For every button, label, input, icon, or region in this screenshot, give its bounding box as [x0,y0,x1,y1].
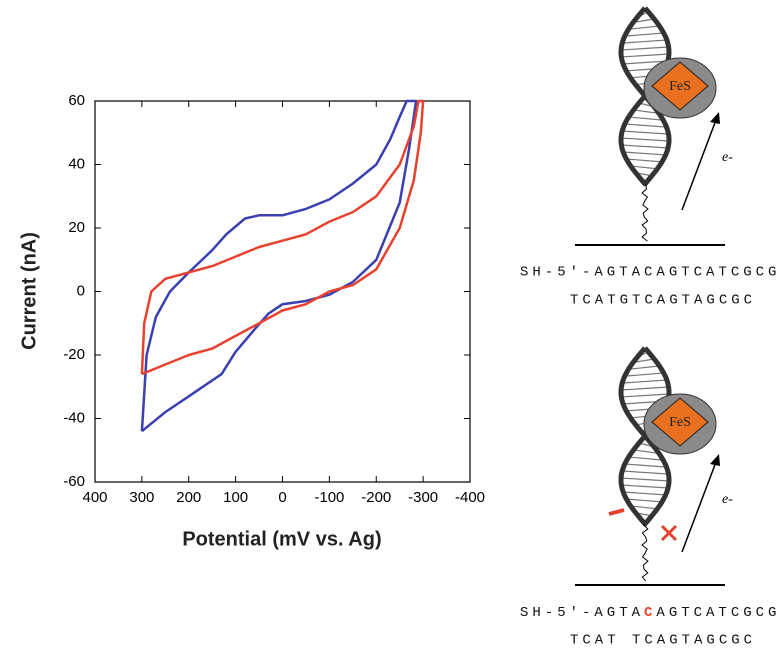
series-line [140,99,425,376]
x-tick-label: -100 [314,489,344,506]
arrow-head [710,454,720,466]
base-pair [626,158,664,163]
base-pair [621,386,669,391]
base-pair [621,46,669,51]
strand: SH-5′-AGTACAGTCATCGCG [520,265,780,281]
arrow [681,119,717,211]
base-pair [624,463,666,468]
x-tick-label: -200 [361,489,391,506]
base-pair [635,358,655,363]
y-tick-label: 60 [68,92,85,109]
mismatch-base: C [644,605,656,621]
base-pair [623,379,667,384]
base-pair [630,25,660,30]
x-tick-label: 100 [223,489,248,506]
complement: TCAT TCAGTAGCGC [570,633,756,649]
base-pair [621,137,669,142]
x-tick-label: -300 [408,489,438,506]
diagram-mismatch: FeS e- SH-5′-AGTACAGTCATCGCG TCAT TCAGTA… [520,346,780,649]
base-pair [622,60,668,65]
electron-label: e- [722,492,733,507]
base-pair [633,109,657,114]
fes-label: FeS [669,79,691,94]
base-pair [628,456,662,461]
x-tick-label: 300 [129,489,154,506]
fes-cluster [651,61,709,111]
base-pair [622,130,668,135]
y-tick-label: 20 [68,219,85,236]
arrow [681,461,717,553]
diagram-intact: FeS e- SH-5′-AGTACAGTCATCGCG TCATGTCAGTA… [520,6,780,309]
strand-suffix: AGTCATCGCG [656,605,780,621]
electron-label: e- [722,150,733,165]
blocked-mark [660,524,678,542]
x-tick-label: 400 [82,489,107,506]
base-pair [621,393,669,398]
x-tick-label: 200 [176,489,201,506]
series-line [140,99,418,433]
strand: SH-5′-AGTACAGTCATCGCG [520,605,780,621]
linker [641,524,649,582]
base-pair [633,449,657,454]
y-tick-label: 0 [77,282,85,299]
linker [641,184,649,242]
strand-prefix: SH-5′-AGTA [520,605,644,621]
base-pair [623,491,667,496]
y-tick-label: -20 [63,346,85,363]
y-tick-label: 40 [68,155,85,172]
y-tick-label: -60 [63,473,85,490]
y-axis-label: Current (nA) [18,232,40,350]
mismatch-mark [608,508,625,516]
base-pair [622,470,668,475]
x-axis-label: Potential (mV vs. Ag) [182,528,381,550]
base-pair [626,372,664,377]
complement: TCATGTCAGTAGCGC [570,293,756,309]
base-pair [630,365,660,370]
fes-label: FeS [669,415,691,430]
helix-strand [618,346,672,527]
base-pair [624,123,666,128]
base-pair [621,53,669,58]
base-pair [626,32,664,37]
y-tick-label: -40 [63,409,85,426]
base-pair [623,151,667,156]
base-pair [623,39,667,44]
base-pair [621,144,669,149]
base-pair [626,498,664,503]
x-tick-label: 0 [278,489,286,506]
base-pair [635,18,655,23]
arrow-head [710,112,720,124]
base-pair [621,484,669,489]
x-tick-label: -400 [455,489,485,506]
base-pair [621,477,669,482]
fes-cluster [651,397,709,447]
base-pair [628,116,662,121]
